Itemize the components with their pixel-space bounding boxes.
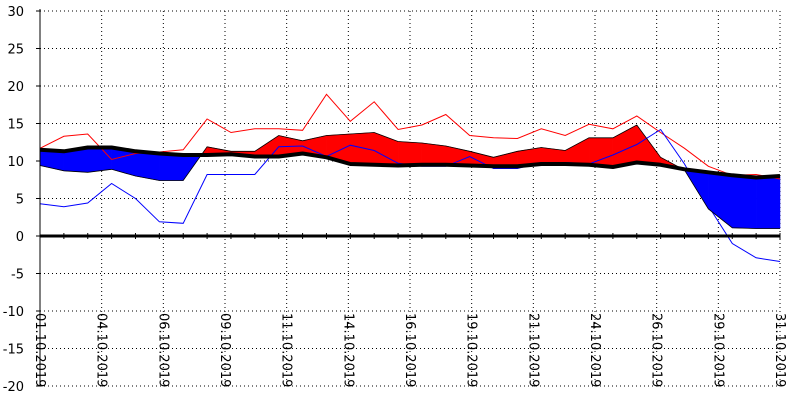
x-tick-label: 31.10.2019 xyxy=(772,313,787,387)
cold-deviation-area xyxy=(755,175,781,229)
warm-deviation-area xyxy=(373,132,399,166)
max-temperature-line xyxy=(39,93,781,180)
deviation-areas xyxy=(39,124,781,229)
x-tick-label: 01.10.2019 xyxy=(32,313,47,387)
warm-deviation-area xyxy=(254,135,279,157)
warm-deviation-area xyxy=(397,141,423,166)
x-tick-label: 19.10.2019 xyxy=(464,313,479,387)
series-lines xyxy=(39,93,781,262)
x-tick-label: 26.10.2019 xyxy=(649,313,664,387)
y-tick-label: 25 xyxy=(7,43,24,58)
cold-deviation-area xyxy=(159,153,184,181)
reference-temperature-line xyxy=(39,145,781,180)
x-tick-label: 11.10.2019 xyxy=(279,313,294,387)
y-tick-label: -10 xyxy=(3,305,24,320)
warm-deviation-area xyxy=(350,132,375,166)
x-tick-label: 04.10.2019 xyxy=(94,313,109,387)
y-tick-label: 20 xyxy=(7,80,24,95)
warm-deviation-area xyxy=(564,137,590,166)
cold-deviation-area xyxy=(708,171,733,229)
x-tick-label: 09.10.2019 xyxy=(217,313,232,387)
x-tick-label: 14.10.2019 xyxy=(340,313,355,387)
y-tick-label: 5 xyxy=(16,193,24,208)
y-tick-label: -5 xyxy=(11,268,24,283)
x-tick-label: 06.10.2019 xyxy=(155,313,170,387)
axes xyxy=(36,9,781,387)
y-tick-label: -20 xyxy=(3,380,24,395)
y-tick-label: 15 xyxy=(7,118,24,133)
x-tick-label: 21.10.2019 xyxy=(525,313,540,387)
y-tick-label: 10 xyxy=(7,155,24,170)
warm-deviation-area xyxy=(421,142,447,165)
tick-labels: 30 25 20 15 10 5 0 -5 -10 -15 -20 01.10.2019 04.10.2… xyxy=(3,5,787,395)
cold-deviation-area xyxy=(135,150,160,181)
cold-deviation-area xyxy=(732,174,757,229)
mean-temperature-outline xyxy=(39,124,780,229)
x-tick-label: 24.10.2019 xyxy=(587,313,602,387)
y-tick-label: 0 xyxy=(16,230,24,245)
warm-deviation-area xyxy=(493,150,518,167)
warm-deviation-area xyxy=(636,124,661,166)
y-tick-label: 30 xyxy=(7,5,24,20)
cold-deviation-area xyxy=(87,147,112,173)
x-tick-label: 16.10.2019 xyxy=(402,313,417,387)
y-tick-label: -15 xyxy=(3,343,24,358)
x-tick-label: 29.10.2019 xyxy=(710,313,725,387)
